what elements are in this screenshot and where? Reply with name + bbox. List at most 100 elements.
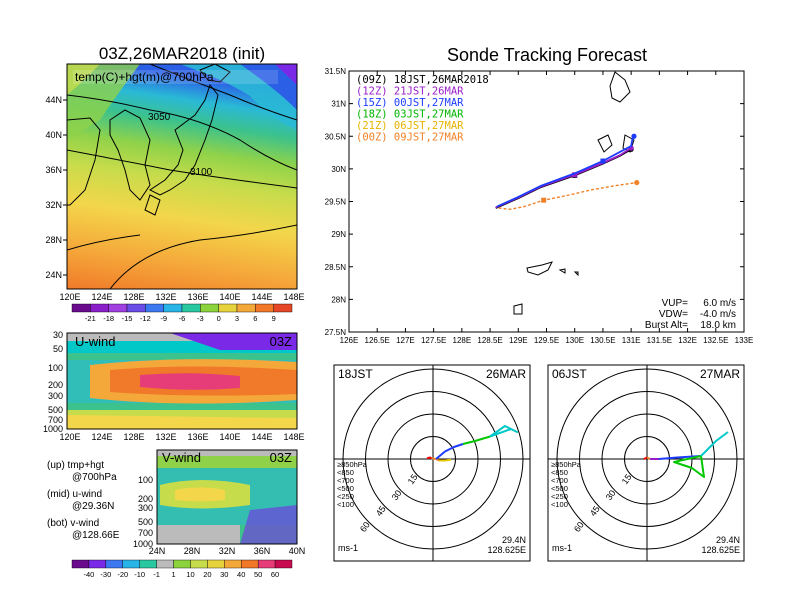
hodograph-legend-entry: <700: [551, 476, 568, 485]
hodograph-ring: [556, 368, 738, 550]
track-annotation-value: -4.0 m/s: [700, 309, 736, 320]
uwind-label: U-wind: [75, 334, 115, 349]
hodograph-units: ms-1: [338, 543, 358, 553]
vwind-x-tick-label: 32N: [219, 546, 236, 556]
hodograph-trace: [643, 456, 648, 460]
wind-colorbar-cell: [257, 559, 276, 569]
wind-colorbar-cell: [241, 559, 259, 569]
map-x-tick-label: 120E: [59, 292, 80, 302]
track-annotation-label: VUP=: [662, 298, 689, 309]
track-annotation-label: VDW=: [659, 309, 688, 320]
uwind-x-tick-label: 144E: [251, 432, 272, 442]
note-text: (mid) u-wind: [47, 489, 102, 500]
temp-colorbar-label: -21: [85, 314, 96, 323]
uwind-x-tick-label: 124E: [91, 432, 112, 442]
track-x-tick-label: 129.5E: [534, 336, 559, 345]
track-x-tick-label: 132.5E: [703, 336, 728, 345]
track-x-tick-label: 131E: [622, 336, 641, 345]
hodograph-ring-label: 30: [390, 488, 404, 502]
vwind-x-ticks: 24N 28N 32N 36N 40N: [149, 546, 306, 556]
track-series-marker: [572, 172, 578, 178]
hodograph-ring-label: 15: [620, 472, 634, 486]
temp-colorbar-cell: [218, 303, 238, 313]
temp-colorbar-label: 0: [217, 314, 221, 323]
hodograph-ring-label: 60: [358, 520, 372, 534]
track-series-marker: [600, 158, 606, 164]
contour-label-3100: 3100: [190, 167, 213, 178]
uwind-x-tick-label: 140E: [219, 432, 240, 442]
wind-colorbar-label: -40: [84, 570, 95, 579]
wind-colorbar-label: 1: [171, 570, 175, 579]
temp-colorbar-cell: [71, 303, 91, 313]
track-y-tick-label: 29N: [331, 230, 346, 239]
hodograph-trace: [658, 455, 702, 460]
map-y-tick-label: 40N: [45, 130, 62, 140]
track-x-tick-label: 133E: [735, 336, 754, 345]
vwind-y-tick-label: 1000: [133, 539, 153, 549]
panel-notes: (up) tmp+hgt@700hPa (mid) u-wind@29.36N (b…: [47, 460, 120, 541]
hodograph-legend-entry: ≥850hPa: [337, 460, 368, 469]
vwind-y-tick-label: 200: [138, 494, 153, 504]
temp-colorbar-label: 3: [235, 314, 239, 323]
wind-colorbar-label: 60: [271, 570, 279, 579]
hodograph-trace: [489, 425, 518, 438]
map-x-tick-label: 132E: [155, 292, 176, 302]
temp-colorbar-label: -12: [140, 314, 151, 323]
wind-colorbar-label: 50: [254, 570, 262, 579]
temp-colorbar-label: 9: [272, 314, 276, 323]
track-annotation-label: Burst Alt=: [645, 320, 688, 331]
temp-colorbar-cell: [255, 303, 274, 313]
temp-colorbar-cell: [181, 303, 201, 313]
contour-label-3050: 3050: [148, 112, 171, 123]
temp-colorbar-cell: [163, 303, 183, 313]
track-x-tick-label: 128E: [453, 336, 472, 345]
track-legend-entry: (00Z) 09JST,27MAR: [356, 132, 464, 144]
track-legend-entry: (09Z) 18JST,26MAR2018: [356, 74, 489, 86]
uwind-x-tick-label: 136E: [187, 432, 208, 442]
temp-colorbar-cell: [108, 303, 128, 313]
track-legend-entry: (15Z) 00JST,27MAR: [356, 97, 464, 109]
vwind-y-tick-label: 100: [138, 475, 153, 485]
note-sub: @128.66E: [72, 530, 120, 541]
hodograph-ring-label: 15: [406, 472, 420, 486]
hodograph-legend-entry: <250: [337, 492, 354, 501]
hodograph-left-label: 18JST: [338, 367, 373, 381]
map-y-tick-label: 24N: [45, 270, 62, 280]
hodograph-lon: 128.625E: [701, 545, 740, 555]
hodograph-legend-entry: <500: [551, 484, 568, 493]
vwind-y-tick-label: 300: [138, 503, 153, 513]
track-x-tick-label: 130E: [565, 336, 584, 345]
track-x-tick-label: 128.5E: [477, 336, 502, 345]
track-y-ticks: 31.5N 31N 30.5N 30N 29.5N 29N 28.5N 28N 27.5N: [325, 67, 744, 337]
vwind-y-tick-label: 500: [138, 517, 153, 527]
map-y-tick-label: 44N: [45, 95, 62, 105]
hodograph-trace: [462, 435, 491, 445]
hodograph-ring: [342, 368, 524, 550]
hodograph-lat: 29.4N: [716, 535, 740, 545]
note-text: (up) tmp+hgt: [47, 460, 104, 471]
track-x-tick-label: 131.5E: [647, 336, 672, 345]
map-y-tick-label: 32N: [45, 200, 62, 210]
hodograph-legend-entry: <100: [551, 500, 568, 509]
uwind-time: 03Z: [270, 334, 292, 349]
vwind-x-tick-label: 40N: [289, 546, 306, 556]
wind-colorbar-label: -30: [100, 570, 111, 579]
track-legend-entry: (18Z) 03JST,27MAR: [356, 109, 464, 121]
uwind-panel: U-wind 03Z: [66, 332, 298, 430]
hodograph-trace: [646, 456, 651, 460]
temp-colorbar-label: 6: [253, 314, 257, 323]
temp-colorbar-cell: [200, 303, 219, 313]
track-y-tick-label: 29.5N: [325, 198, 347, 207]
wind-colorbar-cell: [274, 559, 293, 569]
wind-colorbar-cell: [105, 559, 123, 569]
track-annotations: VUP= 6.0 m/s VDW= -4.0 m/s Burst Alt= 18.0 km: [645, 298, 736, 331]
track-x-tick-label: 127.5E: [421, 336, 446, 345]
hodograph-legend-entry: <850: [337, 468, 354, 477]
hodograph-left-label: 06JST: [552, 367, 587, 381]
track-annotation-value: 18.0 km: [700, 320, 736, 331]
map-x-tick-label: 124E: [91, 292, 112, 302]
